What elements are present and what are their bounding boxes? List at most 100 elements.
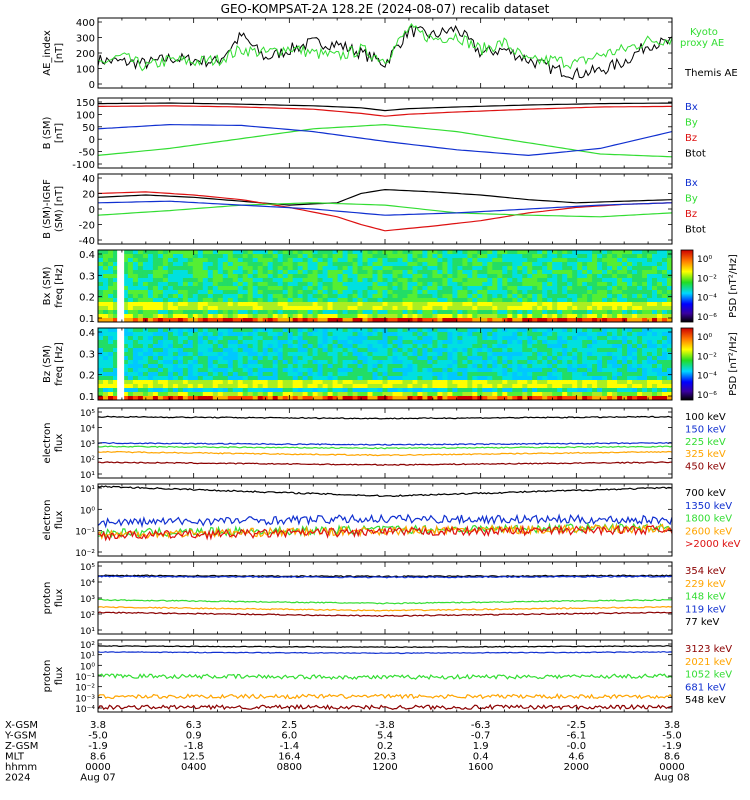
spectrogram-cell bbox=[657, 380, 663, 385]
series-line-100kev bbox=[97, 415, 673, 420]
spectrogram-cell bbox=[487, 262, 493, 267]
spectrogram-cell bbox=[103, 376, 109, 381]
spectrogram-cell bbox=[582, 262, 588, 267]
spectrogram-cell bbox=[562, 348, 568, 353]
spectrogram-cell bbox=[582, 302, 588, 307]
spectrogram-cell bbox=[617, 336, 623, 341]
spectrogram-cell bbox=[517, 328, 523, 333]
spectrogram-cell bbox=[602, 388, 608, 393]
spectrogram-cell bbox=[417, 352, 423, 357]
spectrogram-cell bbox=[187, 368, 194, 373]
spectrogram-cell bbox=[257, 258, 264, 263]
spectrogram-cell bbox=[552, 270, 558, 275]
spectrogram-cell bbox=[612, 286, 618, 291]
y-axis-label-line: flux bbox=[54, 589, 65, 608]
spectrogram-cell bbox=[587, 262, 593, 267]
spectrogram-cell bbox=[162, 328, 169, 333]
spectrogram-cell bbox=[182, 306, 189, 311]
spectrogram-cell bbox=[357, 336, 363, 341]
spectrogram-cell bbox=[108, 360, 114, 365]
spectrogram-cell bbox=[242, 270, 249, 275]
spectrogram-cell bbox=[287, 384, 294, 389]
spectrogram-cell bbox=[452, 282, 458, 287]
spectrogram-cell bbox=[157, 254, 164, 259]
spectrogram-cell bbox=[237, 294, 244, 299]
spectrogram-cell bbox=[632, 336, 638, 341]
spectrogram-cell bbox=[532, 348, 538, 353]
spectrogram-cell bbox=[392, 388, 398, 393]
spectrogram-cell bbox=[667, 336, 673, 341]
spectrogram-cell bbox=[447, 266, 453, 271]
spectrogram-cell bbox=[257, 344, 264, 349]
spectrogram-cell bbox=[437, 340, 443, 345]
spectrogram-cell bbox=[152, 270, 159, 275]
spectrogram-cell bbox=[522, 384, 528, 389]
legend-label: By bbox=[685, 118, 698, 129]
spectrogram-cell bbox=[597, 278, 603, 283]
spectrogram-cell bbox=[457, 314, 463, 319]
spectrogram-cell bbox=[167, 298, 174, 303]
spectrogram-cell bbox=[422, 318, 428, 323]
spectrogram-cell bbox=[557, 356, 563, 361]
spectrogram-cell bbox=[442, 332, 448, 337]
spectrogram-cell bbox=[422, 278, 428, 283]
spectrogram-cell bbox=[392, 258, 398, 263]
spectrogram-cell bbox=[652, 266, 658, 271]
spectrogram-cell bbox=[407, 278, 413, 283]
axis-row-value: 20.3 bbox=[374, 752, 396, 763]
spectrogram-cell bbox=[113, 384, 119, 389]
spectrogram-cell bbox=[492, 310, 498, 315]
spectrogram-cell bbox=[187, 270, 194, 275]
spectrogram-cell bbox=[452, 364, 458, 369]
spectrogram-cell bbox=[237, 380, 244, 385]
spectrogram-cell bbox=[177, 310, 184, 315]
spectrogram-cell bbox=[382, 348, 388, 353]
spectrogram-cell bbox=[262, 388, 269, 393]
spectrogram-cell bbox=[127, 306, 134, 311]
spectrogram-cell bbox=[317, 388, 324, 393]
spectrogram-cell bbox=[247, 286, 254, 291]
spectrogram-cell bbox=[347, 328, 354, 333]
spectrogram-cell bbox=[282, 254, 289, 259]
spectrogram-cell bbox=[207, 298, 214, 303]
spectrogram-cell bbox=[182, 340, 189, 345]
spectrogram-cell bbox=[282, 318, 289, 323]
spectrogram-cell bbox=[572, 352, 578, 357]
spectrogram-cell bbox=[647, 306, 653, 311]
spectrogram-cell bbox=[597, 340, 603, 345]
spectrogram-cell bbox=[177, 392, 184, 397]
axis-row-label: X-GSM bbox=[5, 720, 38, 731]
spectrogram-cell bbox=[387, 340, 393, 345]
spectrogram-cell bbox=[123, 388, 129, 393]
spectrogram-cell bbox=[147, 360, 154, 365]
spectrogram-cell bbox=[622, 254, 628, 259]
spectrogram-cell bbox=[602, 372, 608, 377]
axis-row-value: 1600 bbox=[468, 762, 493, 773]
spectrogram-cell bbox=[292, 392, 299, 397]
spectrogram-cell bbox=[103, 384, 109, 389]
spectrogram-cell bbox=[452, 286, 458, 291]
spectrogram-cell bbox=[272, 396, 279, 401]
spectrogram-cell bbox=[602, 258, 608, 263]
spectrogram-cell bbox=[632, 328, 638, 333]
spectrogram-cell bbox=[157, 310, 164, 315]
spectrogram-cell bbox=[272, 262, 279, 267]
spectrogram-cell bbox=[457, 290, 463, 295]
spectrogram-cell bbox=[517, 282, 523, 287]
spectrogram-cell bbox=[237, 314, 244, 319]
spectrogram-cell bbox=[477, 364, 483, 369]
spectrogram-cell bbox=[597, 274, 603, 279]
y-tick-label: 40 bbox=[82, 174, 95, 185]
spectrogram-cell bbox=[108, 388, 114, 393]
spectrogram-cell bbox=[567, 270, 573, 275]
spectrogram-cell bbox=[362, 392, 368, 397]
spectrogram-cell bbox=[247, 372, 254, 377]
spectrogram-cell bbox=[557, 298, 563, 303]
spectrogram-cell bbox=[322, 314, 329, 319]
spectrogram-cell bbox=[327, 360, 334, 365]
spectrogram-cell bbox=[587, 392, 593, 397]
spectrogram-cell bbox=[352, 258, 359, 263]
spectrogram-cell bbox=[572, 332, 578, 337]
spectrogram-cell bbox=[312, 332, 319, 337]
